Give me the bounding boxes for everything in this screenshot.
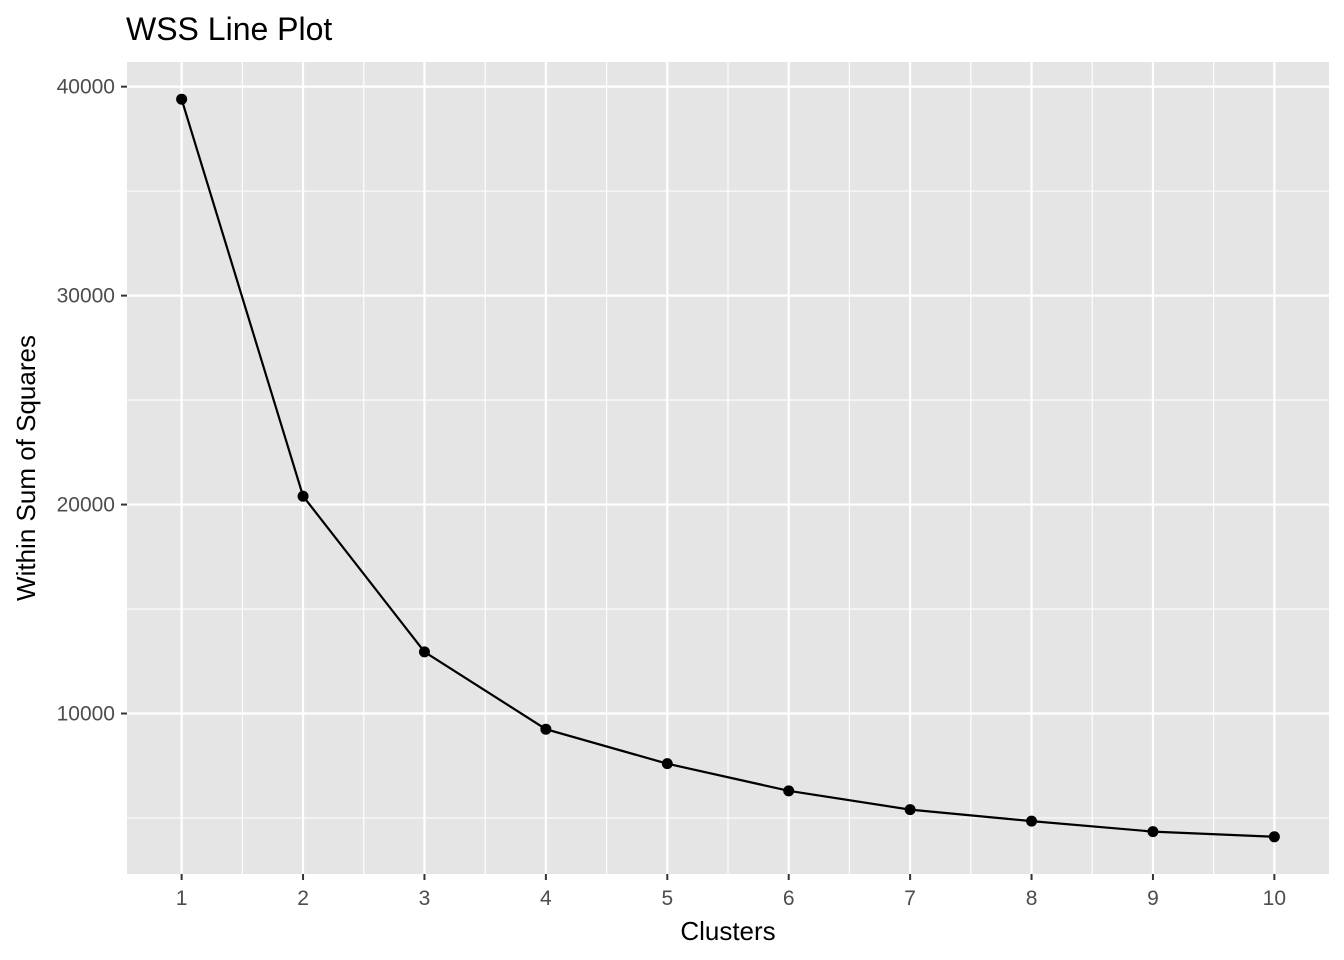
x-tick-label: 9	[1147, 887, 1159, 910]
data-point	[1268, 831, 1280, 843]
data-point	[540, 723, 552, 735]
y-tick-label: 30000	[57, 285, 115, 308]
y-tick-label: 20000	[57, 494, 115, 517]
chart-title: WSS Line Plot	[126, 11, 332, 47]
x-tick-label: 1	[176, 887, 188, 910]
data-point	[418, 646, 430, 658]
x-tick-label: 5	[661, 887, 673, 910]
data-point	[904, 804, 916, 816]
data-point	[1147, 826, 1159, 838]
y-axis-ticks: 10000 20000 30000 40000	[57, 76, 127, 726]
data-point	[783, 785, 795, 797]
x-tick-label: 4	[540, 887, 552, 910]
x-tick-label: 3	[419, 887, 431, 910]
x-tick-label: 10	[1263, 887, 1286, 910]
x-tick-label: 8	[1026, 887, 1038, 910]
y-tick-label: 40000	[57, 76, 115, 99]
x-tick-label: 2	[297, 887, 309, 910]
y-axis-label: Within Sum of Squares	[11, 335, 41, 601]
x-tick-label: 6	[783, 887, 795, 910]
y-tick-label: 10000	[57, 703, 115, 726]
x-axis-label: Clusters	[680, 916, 775, 946]
data-point	[297, 490, 309, 502]
data-point	[1026, 815, 1038, 827]
x-tick-label: 7	[904, 887, 916, 910]
wss-series-line	[180, 98, 1275, 838]
wss-series-points	[176, 93, 1280, 843]
data-point	[661, 758, 673, 770]
minor-gridlines	[127, 62, 1329, 874]
major-gridlines	[127, 62, 1329, 874]
data-point	[176, 93, 188, 105]
x-axis-ticks: 1 2 3 4 5 6 7 8 9 10	[176, 874, 1286, 910]
